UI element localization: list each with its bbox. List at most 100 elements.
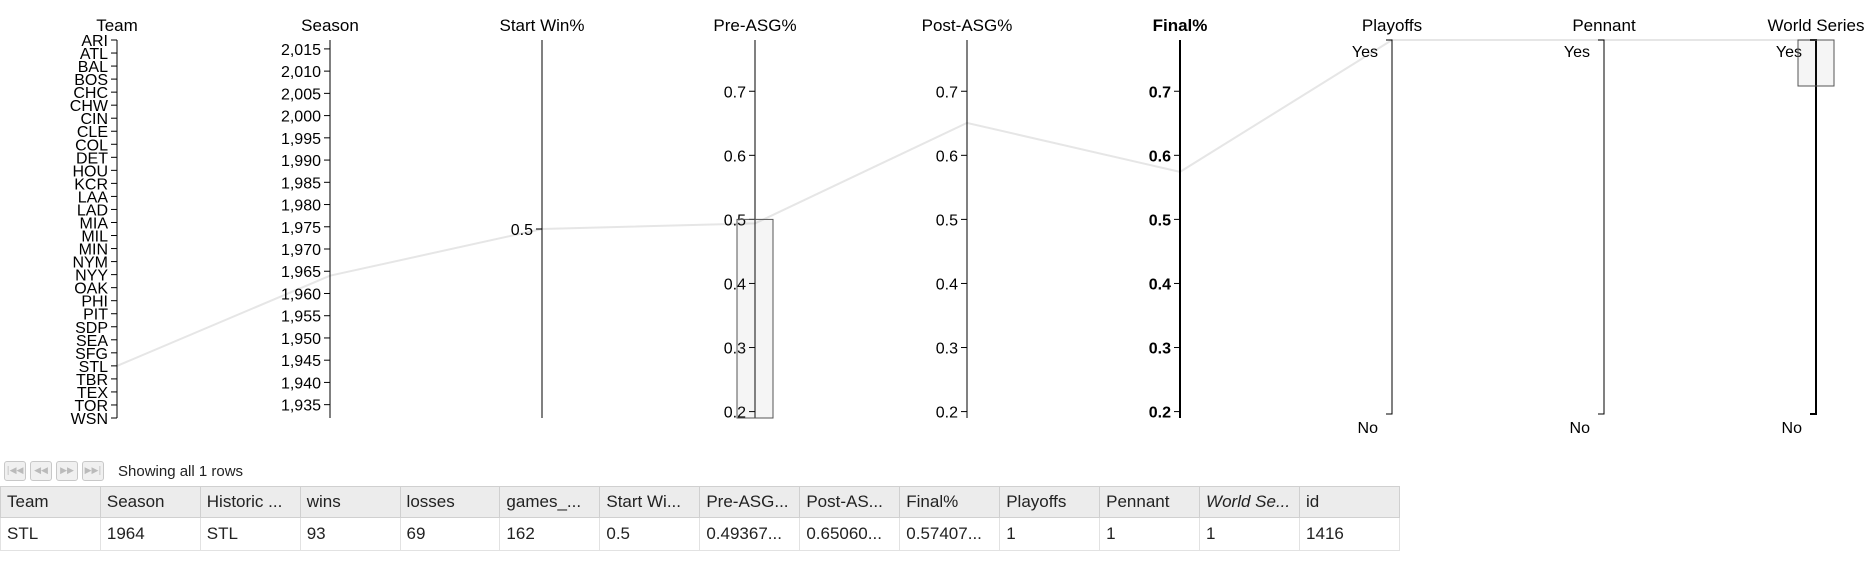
axis-title-post: Post-ASG% xyxy=(922,16,1013,35)
tick-label: 0.4 xyxy=(724,276,746,293)
brush-ws xyxy=(1797,39,1835,87)
table-cell: 0.49367... xyxy=(699,517,801,551)
tick-label: CLE xyxy=(77,124,108,141)
column-header[interactable]: Season xyxy=(99,486,201,518)
column-header[interactable]: Final% xyxy=(899,486,1001,518)
tick-label: 2,000 xyxy=(281,109,321,126)
axis-final: Final% 0.7 0.6 0.5 0.4 0.3 0.2 xyxy=(1149,16,1208,422)
tick-label: 0.7 xyxy=(1149,84,1171,101)
tick-label: STL xyxy=(79,359,108,376)
data-grid: Team Season Historic ... wins losses games_..… xyxy=(0,486,1400,551)
first-page-button[interactable]: |◀◀ xyxy=(4,461,26,481)
tick-label: SDP xyxy=(75,320,108,337)
tick-label: 1,995 xyxy=(281,131,321,148)
column-header[interactable]: games_... xyxy=(499,486,601,518)
axis-title-start: Start Win% xyxy=(499,16,584,35)
tick-label: 0.3 xyxy=(936,341,958,358)
tick-label: BOS xyxy=(74,72,108,89)
axis-start: Start Win% 0.5 xyxy=(499,16,585,418)
tick-label: 1,990 xyxy=(281,153,321,170)
tick-label: HOU xyxy=(72,163,108,180)
table-cell: 93 xyxy=(299,517,401,551)
tick-label: TOR xyxy=(75,398,108,415)
column-header[interactable]: Historic ... xyxy=(199,486,301,518)
table-cell: 1 xyxy=(1099,517,1201,551)
tick-label: MIL xyxy=(81,229,108,246)
tick-label: Yes xyxy=(1352,44,1378,61)
tick-label: 0.4 xyxy=(1149,276,1171,293)
tick-label: DET xyxy=(76,150,108,167)
axis-title-team: Team xyxy=(96,16,138,35)
tick-label: KCR xyxy=(74,176,108,193)
axis-title-ws: World Series xyxy=(1768,16,1865,35)
axis-title-final: Final% xyxy=(1153,16,1208,35)
tick-label: TEX xyxy=(77,385,108,402)
tick-label: 2,010 xyxy=(281,64,321,81)
tick-label: BAL xyxy=(78,59,108,76)
pager: |◀◀ ◀◀ ▶▶ ▶▶| Showing all 1 rows xyxy=(0,458,600,484)
column-header[interactable]: Start Wi... xyxy=(599,486,701,518)
tick-label: 0.6 xyxy=(724,148,746,165)
column-header[interactable]: Post-AS... xyxy=(799,486,901,518)
table-cell: 0.65060... xyxy=(799,517,901,551)
column-header[interactable]: World Se... xyxy=(1199,486,1301,518)
column-header[interactable]: Playoffs xyxy=(999,486,1101,518)
tick-label: 1,940 xyxy=(281,375,321,392)
tick-label: COL xyxy=(75,137,108,154)
tick-label: NYM xyxy=(72,255,108,272)
data-table: Team Season Historic ... wins losses games_..… xyxy=(0,486,1400,551)
tick-label: 1,980 xyxy=(281,198,321,215)
row-count-status: Showing all 1 rows xyxy=(118,462,244,480)
table-cell: 0.5 xyxy=(599,517,701,551)
tick-label: 2,015 xyxy=(281,42,321,59)
next-page-button[interactable]: ▶▶ xyxy=(56,461,78,481)
table-cell: 1 xyxy=(1199,517,1301,551)
axis-pennant: Pennant Yes No xyxy=(1564,16,1636,437)
tick-label: 0.2 xyxy=(936,405,958,422)
axis-title-pre: Pre-ASG% xyxy=(713,16,796,35)
table-row[interactable]: STL 1964 STL 93 69 162 0.5 0.49367... 0.65060...… xyxy=(0,517,1400,551)
column-header[interactable]: Pre-ASG... xyxy=(699,486,801,518)
tick-label: 0.6 xyxy=(936,148,958,165)
tick-label: 1,985 xyxy=(281,175,321,192)
chart-background xyxy=(0,0,1866,418)
tick-label: ARI xyxy=(81,33,108,50)
tick-label: 0.3 xyxy=(724,341,746,358)
axis-line xyxy=(1386,39,1393,415)
tick-label: 0.6 xyxy=(1149,148,1171,165)
tick-label: 0.7 xyxy=(936,84,958,101)
tick-label: CIN xyxy=(80,111,108,128)
table-cell: 69 xyxy=(399,517,501,551)
axis-pre: Pre-ASG% 0.7 0.6 0.5 0.4 0.3 0.2 xyxy=(713,16,796,422)
tick-label: MIN xyxy=(79,242,108,259)
column-header[interactable]: losses xyxy=(399,486,501,518)
tick-label: PHI xyxy=(81,294,108,311)
axis-playoffs: Playoffs Yes No xyxy=(1352,16,1422,437)
tick-label: 1,960 xyxy=(281,286,321,303)
tick-label: MIA xyxy=(80,215,109,232)
tick-label: 1,965 xyxy=(281,264,321,281)
table-cell: 1 xyxy=(999,517,1101,551)
parallel-coordinates-chart: TeamARIATLBALBOSCHCCHWCINCLECOLDETHOUKCR… xyxy=(0,0,1866,437)
last-page-button[interactable]: ▶▶| xyxy=(82,461,104,481)
prev-page-button[interactable]: ◀◀ xyxy=(30,461,52,481)
tick-label: 0.2 xyxy=(724,405,746,422)
column-header[interactable]: Pennant xyxy=(1099,486,1201,518)
header-row: Team Season Historic ... wins losses games_..… xyxy=(0,486,1400,518)
tick-label: NYY xyxy=(75,268,108,285)
tick-label: LAA xyxy=(78,189,109,206)
tick-label: TBR xyxy=(76,372,108,389)
column-header[interactable]: id xyxy=(1299,486,1400,518)
tick-label: 0.7 xyxy=(724,84,746,101)
tick-label: 1,970 xyxy=(281,242,321,259)
tick-label: WSN xyxy=(71,411,108,428)
column-header[interactable]: wins xyxy=(299,486,401,518)
tick-label: No xyxy=(1358,420,1379,437)
tick-label: 0.2 xyxy=(1149,405,1171,422)
tick-label: PIT xyxy=(83,307,108,324)
tick-label: 0.4 xyxy=(936,276,958,293)
tick-label: No xyxy=(1570,420,1591,437)
axis-title-playoffs: Playoffs xyxy=(1362,16,1422,35)
tick-label: 1,945 xyxy=(281,353,321,370)
column-header[interactable]: Team xyxy=(0,486,101,518)
